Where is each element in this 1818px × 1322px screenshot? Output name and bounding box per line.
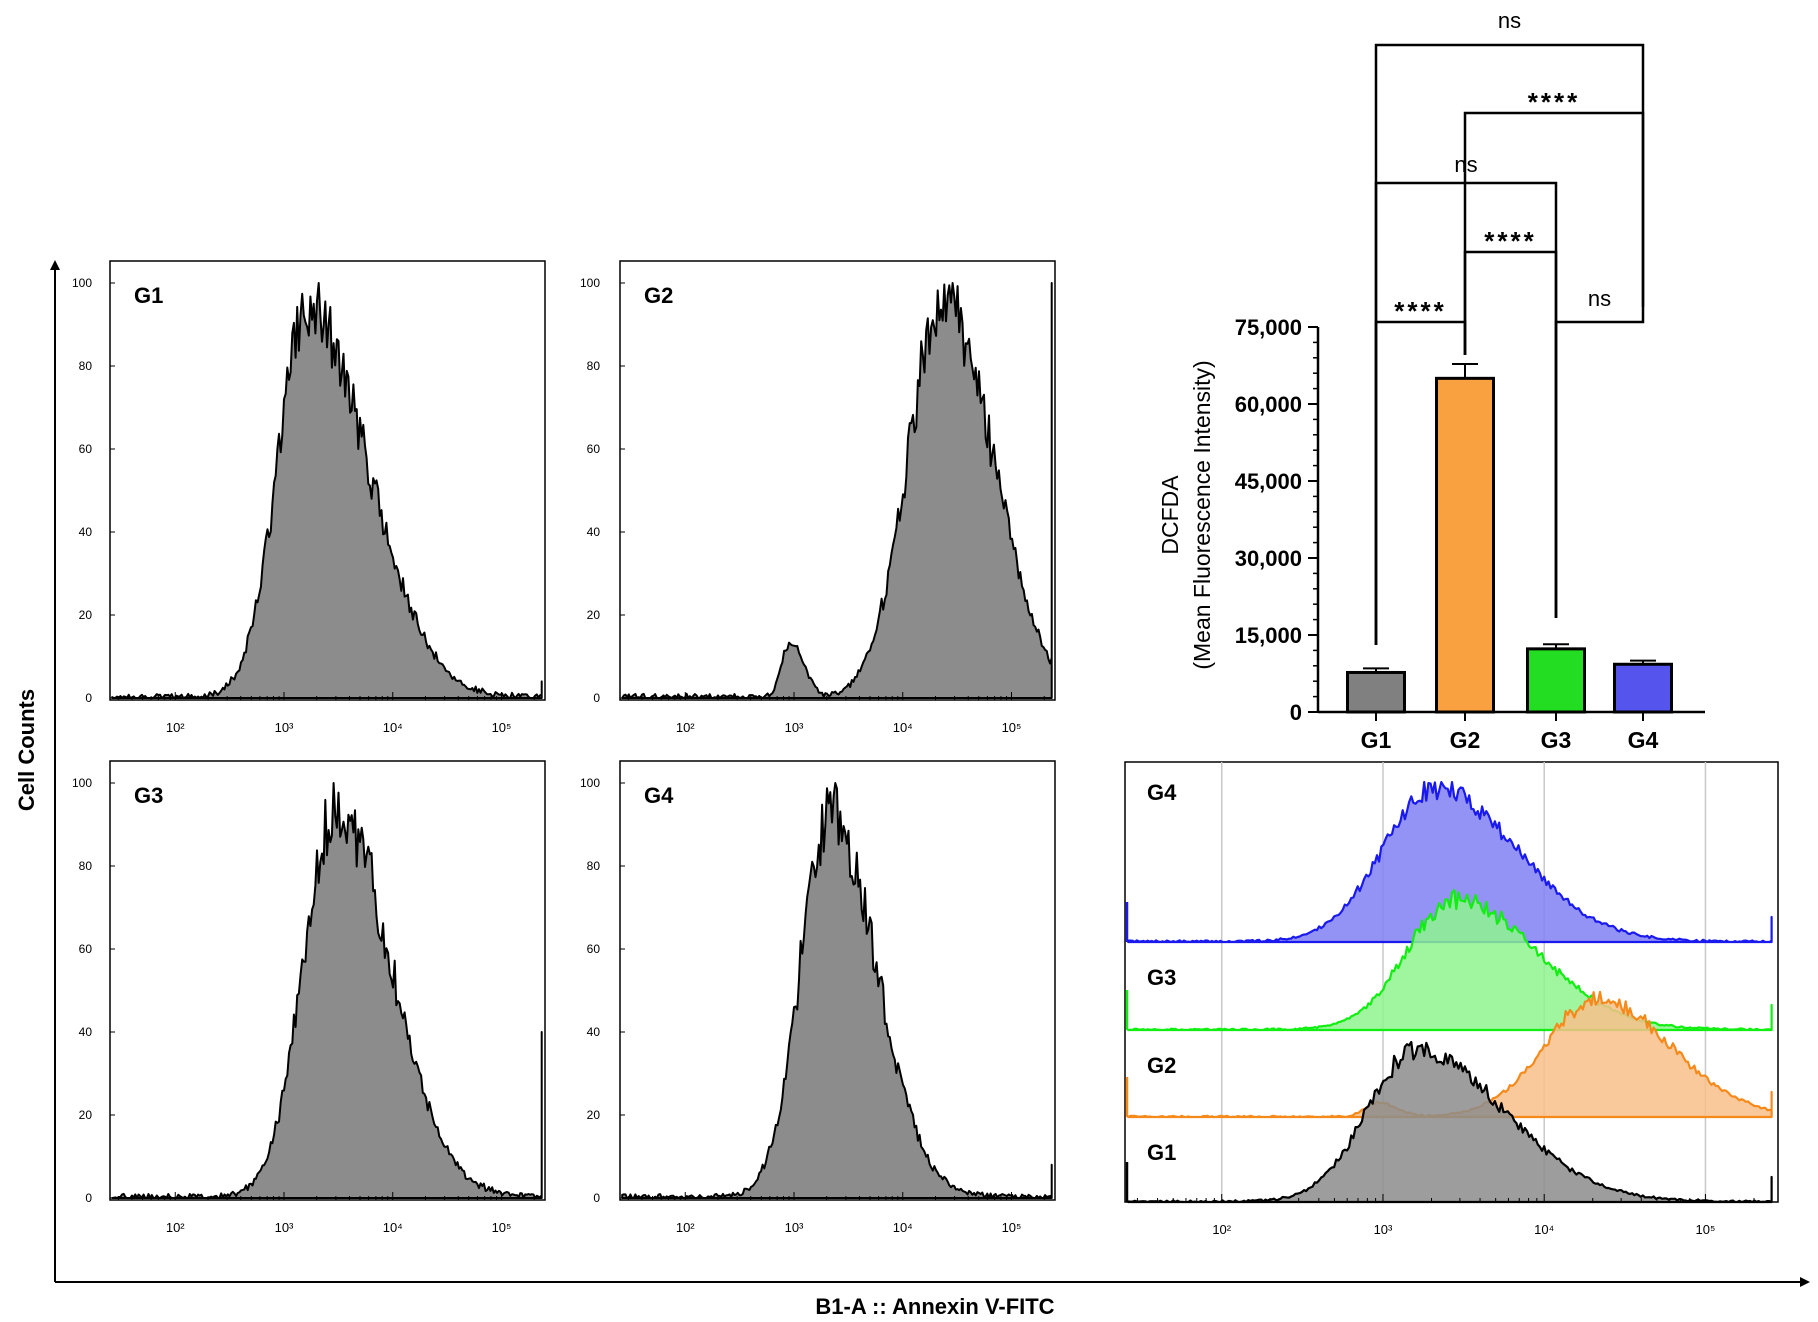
x-tick-label: 10⁴: [383, 1220, 403, 1235]
y-tick-label: 60: [587, 942, 601, 956]
x-tick-label: 10⁴: [893, 720, 913, 735]
bar-g2: [1435, 376, 1495, 714]
x-tick-label: 10⁵: [1002, 1220, 1022, 1235]
bar-g3: [1526, 647, 1586, 714]
overlay-histogram: G4 G3 G2 G1 10² 10³ 10⁴ 10⁵: [1124, 761, 1779, 1237]
histogram-area: [621, 782, 1053, 1199]
panel-title: G1: [134, 283, 163, 308]
bar-chart: 0 15,000 30,000 45,000 60,000 75,000 DCFDA (Mea…: [1157, 8, 1705, 753]
y-tick-label: 60,000: [1235, 392, 1302, 417]
y-tick-label: 80: [79, 359, 93, 373]
y-tick-label: 0: [85, 691, 92, 705]
y-tick-label: 60: [587, 442, 601, 456]
y-tick-label: 30,000: [1235, 546, 1302, 571]
y-tick-label: 40: [79, 525, 93, 539]
significance-bracket: [1374, 43, 1645, 645]
plot-frame: [619, 260, 1056, 701]
histogram-area: [111, 782, 543, 1199]
y-tick-label: 40: [587, 525, 601, 539]
y-tick-label: 100: [72, 776, 92, 790]
y-tick-label: 0: [85, 1191, 92, 1205]
plot-frame: [109, 260, 546, 701]
y-tick-label: 75,000: [1235, 315, 1302, 340]
y-tick-label: 45,000: [1235, 469, 1302, 494]
histogram-area: [111, 282, 543, 699]
y-label-line2: (Mean Fluorescence Intensity): [1189, 360, 1215, 669]
x-tick-label: 10³: [275, 720, 294, 735]
significance-label: ****: [1528, 87, 1580, 117]
x-tick-label: 10³: [785, 1220, 804, 1235]
global-y-label: Cell Counts: [14, 689, 39, 811]
x-tick-label: G4: [1628, 727, 1659, 753]
y-tick-label: 80: [587, 359, 601, 373]
x-tick-label: 10⁴: [893, 1220, 913, 1235]
y-tick-label: 40: [587, 1025, 601, 1039]
plot-frame: [619, 760, 1056, 1201]
significance-label: ns: [1498, 8, 1521, 33]
global-x-label: B1-A :: Annexin V-FITC: [815, 1294, 1054, 1319]
plot-frame: [109, 760, 546, 1201]
significance-label: ****: [1484, 226, 1536, 256]
histogram-g2: G2 0 20 40 60 80 100 10² 10³ 10⁴ 10⁵: [580, 260, 1056, 735]
panel-title: G3: [134, 783, 163, 808]
series-label: G4: [1147, 780, 1177, 805]
significance-label: ns: [1588, 286, 1611, 311]
y-tick-label: 0: [593, 1191, 600, 1205]
y-tick-label: 20: [79, 608, 93, 622]
x-tick-label: 10⁵: [492, 1220, 512, 1235]
histogram-g3: G3 0 20 40 60 80 100 10² 10³ 10⁴ 10⁵: [72, 760, 546, 1235]
bar-g4: [1613, 662, 1673, 714]
x-tick-label: 10⁵: [1696, 1222, 1716, 1237]
overlay-series-g3: [1127, 888, 1773, 1032]
histogram-area: [621, 282, 1053, 699]
y-tick-label: 100: [580, 776, 600, 790]
x-tick-label: 10²: [166, 1220, 185, 1235]
x-tick-label: 10²: [676, 720, 695, 735]
y-tick-label: 80: [587, 859, 601, 873]
x-tick-label: 10²: [676, 1220, 695, 1235]
y-tick-label: 80: [79, 859, 93, 873]
series-label: G3: [1147, 965, 1176, 990]
x-tick-label: 10⁴: [1534, 1222, 1554, 1237]
x-tick-label: 10³: [1374, 1222, 1393, 1237]
y-tick-label: 0: [593, 691, 600, 705]
panel-title: G2: [644, 283, 673, 308]
x-tick-label: 10³: [275, 1220, 294, 1235]
y-label-line1: DCFDA: [1157, 475, 1183, 555]
y-tick-label: 20: [79, 1108, 93, 1122]
y-tick-label: 0: [1290, 700, 1302, 725]
y-tick-label: 100: [72, 276, 92, 290]
x-tick-label: 10⁵: [492, 720, 512, 735]
panel-title: G4: [644, 783, 674, 808]
overlay-series-g4: [1127, 780, 1773, 944]
x-tick-label: G3: [1541, 727, 1572, 753]
x-tick-label: 10²: [1212, 1222, 1231, 1237]
x-tick-label: 10³: [785, 720, 804, 735]
bar-g1: [1346, 670, 1406, 714]
x-tick-label: 10⁴: [383, 720, 403, 735]
series-label: G2: [1147, 1053, 1176, 1078]
y-tick-label: 60: [79, 942, 93, 956]
histogram-g1: G1 0 20 40 60 80 100 10² 10³ 10⁴ 10⁵: [72, 260, 546, 735]
x-tick-label: 10⁵: [1002, 720, 1022, 735]
x-tick-label: G2: [1450, 727, 1481, 753]
series-label: G1: [1147, 1140, 1176, 1165]
significance-bracket: [1554, 307, 1645, 618]
y-tick-label: 100: [580, 276, 600, 290]
significance-label: ****: [1394, 296, 1446, 326]
y-tick-label: 20: [587, 1108, 601, 1122]
histogram-g4: G4 0 20 40 60 80 100 10² 10³ 10⁴ 10⁵: [580, 760, 1056, 1235]
y-tick-label: 20: [587, 608, 601, 622]
y-tick-label: 40: [79, 1025, 93, 1039]
y-tick-label: 60: [79, 442, 93, 456]
y-tick-label: 15,000: [1235, 623, 1302, 648]
x-tick-label: G1: [1361, 727, 1392, 753]
x-tick-label: 10²: [166, 720, 185, 735]
